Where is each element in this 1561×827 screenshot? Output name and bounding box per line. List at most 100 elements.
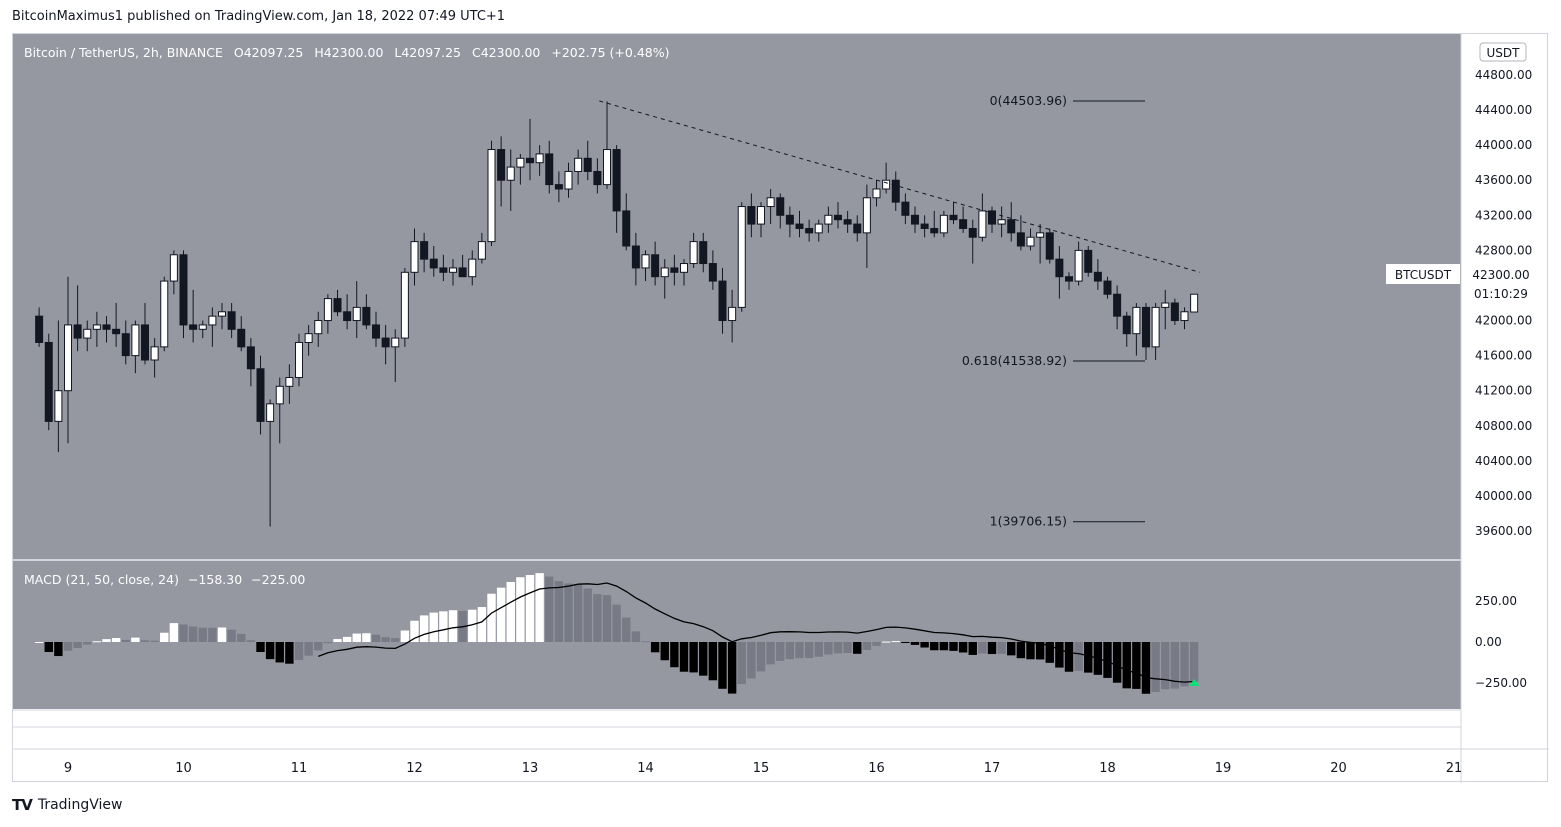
symbol-tag-label: BTCUSDT — [1395, 268, 1452, 282]
macd-hist-bar — [256, 642, 265, 652]
macd-hist-bar — [496, 587, 506, 642]
candle-down — [583, 157, 592, 172]
candle-up — [535, 153, 544, 164]
macd-hist-bar — [862, 642, 872, 651]
candle-down — [35, 315, 44, 343]
macd-hist-bar — [612, 604, 621, 642]
descending-trendline[interactable] — [599, 100, 1201, 273]
high-value: 42300.00 — [323, 45, 384, 60]
macd-hist-bar — [795, 642, 804, 659]
macd-hist-bar — [131, 637, 140, 642]
macd-hist-bar — [429, 612, 438, 642]
macd-hist-bar — [756, 642, 766, 672]
fibonacci-levels[interactable]: 0(44503.96) 0.618(41538.92) 1(39706.15) — [962, 93, 1145, 529]
candle-down — [920, 223, 929, 229]
price-tick-label: 43600.00 — [1475, 173, 1532, 187]
candle-up — [304, 333, 313, 343]
candle-down — [1065, 276, 1073, 282]
candle-down — [901, 201, 910, 216]
candle-down — [73, 324, 82, 339]
macd-hist-bar — [371, 634, 381, 642]
macd-hist-bar — [1132, 642, 1141, 689]
macd-hist-bar — [419, 615, 429, 642]
candle-down — [554, 184, 563, 190]
candle-down — [439, 267, 448, 273]
usdt-currency-tag[interactable]: USDT — [1479, 42, 1527, 62]
macd-hist-bar — [641, 641, 650, 643]
candle-up — [757, 206, 765, 225]
macd-hist-bar — [294, 642, 304, 661]
macd-hist-bar — [1189, 642, 1199, 682]
macd-hist-bar — [246, 640, 256, 642]
candle-down — [179, 254, 188, 326]
candle-down — [1142, 306, 1150, 348]
macd-hist-bar — [333, 639, 342, 642]
macd-axis[interactable]: 250.00 0.00 −250.00 — [1475, 594, 1527, 690]
time-tick-label: 16 — [868, 761, 885, 776]
candle-down — [545, 153, 554, 186]
chart-frame[interactable]: 44800.00 44400.00 44000.00 43600.00 43200.00… — [12, 33, 1549, 783]
low-value: 42097.25 — [401, 45, 462, 60]
price-tick-label: 39600.00 — [1475, 524, 1532, 538]
candle-up — [660, 267, 669, 278]
macd-hist-bar — [718, 642, 727, 689]
price-tick-label: 42000.00 — [1475, 314, 1532, 328]
macd-hist-bar — [708, 642, 718, 681]
change-value: +202.75 (+0.48%) — [551, 45, 670, 60]
fib-level-label: 1(39706.15) — [990, 514, 1067, 529]
price-tick-label: 42800.00 — [1475, 243, 1532, 257]
macd-hist-bar — [1007, 642, 1016, 656]
macd-hist-bar — [1035, 642, 1045, 660]
last-price-label: 42300.00 — [1472, 268, 1529, 282]
macd-hist-bar — [439, 611, 448, 642]
macd-hist-bar — [381, 637, 390, 642]
chart-svg[interactable]: 44800.00 44400.00 44000.00 43600.00 43200.00… — [13, 34, 1549, 783]
fib-level-label: 0(44503.96) — [990, 93, 1067, 108]
macd-hist-bar — [833, 642, 843, 654]
candle-up — [1180, 311, 1189, 322]
candle-down — [1170, 302, 1179, 322]
price-axis[interactable]: 44800.00 44400.00 44000.00 43600.00 43200.00… — [1475, 68, 1532, 538]
macd-hist-bar — [150, 640, 159, 642]
candle-down — [1103, 280, 1112, 295]
candle-up — [1074, 249, 1083, 282]
macd-hist-bar — [227, 629, 236, 642]
macd-hist-bar — [776, 642, 785, 661]
candle-down — [805, 227, 814, 234]
tradingview-logo[interactable]: TV TradingView — [12, 796, 122, 814]
candle-up — [689, 241, 698, 265]
candle-down — [1113, 293, 1122, 317]
candle-down — [256, 368, 265, 422]
candle-up — [468, 258, 477, 278]
macd-hist-bar — [670, 642, 679, 668]
macd-hist-bar — [766, 642, 775, 665]
candle-down — [141, 324, 149, 361]
macd-hist-bar — [34, 642, 44, 643]
candlestick-series — [35, 101, 1199, 527]
candle-up — [54, 390, 63, 422]
symbol-price-tag[interactable]: BTCUSDT 42300.00 01:10:29 — [1386, 264, 1539, 304]
macd-hist-bar — [920, 642, 929, 648]
candle-down — [699, 241, 708, 265]
macd-hist-bar — [121, 639, 130, 642]
price-tick-label: 40000.00 — [1475, 489, 1532, 503]
macd-hist-bar — [968, 642, 977, 655]
macd-hist-bar — [1180, 642, 1189, 687]
candle-down — [670, 267, 679, 273]
macd-hist-bar — [198, 627, 207, 642]
candle-down — [44, 341, 53, 422]
price-pane-bg — [13, 34, 1461, 559]
macd-legend[interactable]: MACD (21, 50, close, 24) −158.30 −225.00 — [24, 572, 310, 587]
time-axis[interactable]: 9 10 11 12 13 14 15 16 17 18 19 20 21 — [64, 761, 1462, 776]
macd-hist-bar — [169, 623, 179, 642]
close-value: 42300.00 — [480, 45, 541, 60]
macd-hist-bar — [342, 636, 352, 642]
candle-down — [949, 214, 958, 221]
candle-up — [314, 320, 323, 335]
candle-up — [1036, 232, 1045, 238]
symbol-legend[interactable]: Bitcoin / TetherUS, 2h, BINANCE O42097.2… — [24, 45, 670, 60]
candle-down — [959, 219, 968, 229]
candle-down — [988, 210, 996, 225]
macd-hist-bar — [727, 642, 737, 694]
candle-down — [343, 311, 352, 322]
